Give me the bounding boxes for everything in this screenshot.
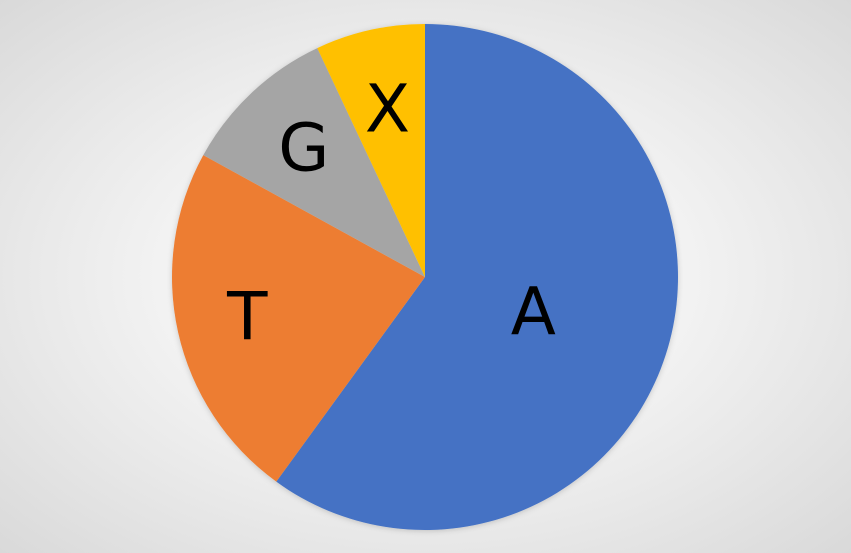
pie-slice-g (203, 48, 425, 278)
pie-slice-x (317, 24, 425, 277)
pie-labels: A T GX (226, 71, 556, 356)
pie-slice-t (172, 155, 425, 482)
pie-label-g: G (278, 109, 329, 186)
pie-slice-a (276, 24, 678, 530)
pie-slices (172, 24, 678, 530)
pie-label-x: X (365, 71, 410, 148)
pie-label-a: A (511, 274, 556, 351)
pie-label-t: T (226, 278, 268, 355)
